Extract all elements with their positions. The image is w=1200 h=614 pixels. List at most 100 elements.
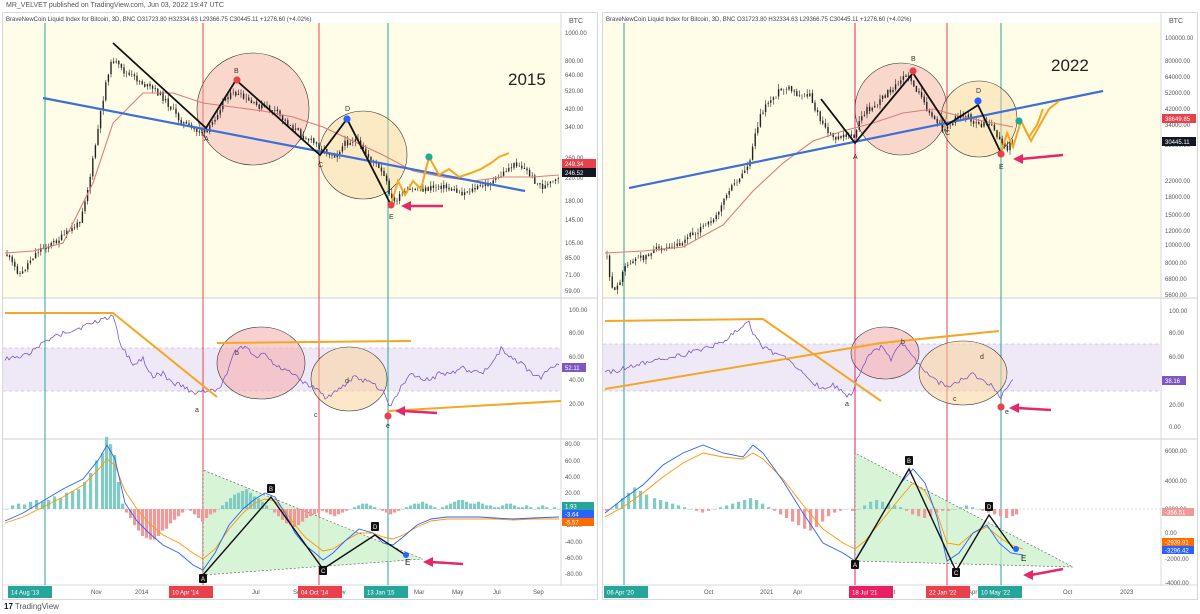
macd-axis-tick: 4000.00 xyxy=(1165,479,1187,485)
macd-histogram-bar xyxy=(485,505,489,509)
date-tag: 13 Jan '15 xyxy=(367,591,395,597)
macd-histogram-bar xyxy=(389,509,393,515)
date-tag-bg xyxy=(604,586,648,598)
tradingview-footer[interactable]: 17 TradingView xyxy=(0,600,1200,614)
macd-badge: -356.51 xyxy=(1165,511,1186,517)
macd-histogram-bar xyxy=(241,491,245,509)
macd-histogram-bar xyxy=(513,505,517,509)
macd-arrow-shaft xyxy=(1030,567,1064,577)
macd-histogram-bar xyxy=(385,509,389,513)
macd-histogram-bar xyxy=(863,505,867,509)
chart-panel-left[interactable]: BraveNewCoin Liquid Index for Bitcoin, 3… xyxy=(2,12,598,600)
macd-histogram-bar xyxy=(701,509,705,513)
macd-histogram-bar xyxy=(337,509,341,515)
macd-histogram-bar xyxy=(229,498,233,509)
macd-histogram-bar xyxy=(305,509,309,518)
projection-path-2 xyxy=(1020,100,1060,144)
rsi-axis-tick: 20.00 xyxy=(569,402,585,408)
macd-histogram-bar xyxy=(755,500,759,509)
macd-histogram-bar xyxy=(153,509,157,540)
macd-axis-tick: 80.00 xyxy=(565,442,581,448)
macd-signal-line xyxy=(604,452,1024,550)
macd-histogram-bar xyxy=(165,509,169,529)
macd-histogram-bar xyxy=(197,509,201,518)
macd-histogram-bar xyxy=(365,503,369,509)
macd-histogram-bar xyxy=(665,501,669,509)
macd-pivot-label: E xyxy=(405,558,410,567)
macd-histogram-bar xyxy=(785,509,789,518)
date-tag-bg xyxy=(926,586,970,598)
macd-badge-bg xyxy=(562,510,594,518)
price-axis-tick: 85.00 xyxy=(565,256,581,262)
chart-panel-right[interactable]: BraveNewCoin Liquid Index for Bitcoin, 3… xyxy=(602,12,1198,600)
rsi-axis-tick: 80.00 xyxy=(1169,331,1185,337)
macd-pivot-label: C xyxy=(321,569,326,575)
macd-histogram-bar xyxy=(725,505,729,509)
date-tag: 04 Oct '14 xyxy=(301,591,329,597)
price-axis-tick: 145.00 xyxy=(565,218,584,224)
macd-histogram-bar xyxy=(361,503,365,509)
price-axis-tick: 340.00 xyxy=(565,125,584,131)
macd-badge-bg xyxy=(562,518,594,526)
macd-histogram-bar xyxy=(977,509,981,510)
macd-histogram-bar xyxy=(517,507,521,509)
macd-histogram-bar xyxy=(767,507,771,509)
macd-histogram-bar xyxy=(273,509,277,513)
macd-histogram-bar xyxy=(413,503,417,509)
macd-pivot-label: D xyxy=(987,505,992,511)
macd-histogram-bar xyxy=(521,507,525,509)
chart-canvas-right[interactable]: BraveNewCoin Liquid Index for Bitcoin, 3… xyxy=(603,13,1197,599)
macd-label-box xyxy=(199,574,207,583)
chart-canvas-left[interactable]: BraveNewCoin Liquid Index for Bitcoin, 3… xyxy=(3,13,597,599)
macd-histogram-bar xyxy=(313,509,317,515)
macd-histogram-bar xyxy=(639,491,643,509)
macd-histogram-bar xyxy=(317,509,321,513)
macd-histogram-bar xyxy=(791,509,795,522)
rsi-badge: 38.16 xyxy=(1165,379,1181,385)
rsi-pivot-label: e xyxy=(1005,409,1009,416)
currency-label: BTC xyxy=(1169,18,1183,25)
price-highlight-circle-1 xyxy=(854,62,948,156)
macd-histogram-bar xyxy=(121,503,125,509)
macd-histogram-bar xyxy=(677,505,681,509)
macd-badge: 1.93 xyxy=(565,505,577,511)
price-pivot-label: C xyxy=(945,130,950,137)
macd-histogram-bar xyxy=(845,509,849,510)
macd-histogram-bar xyxy=(325,509,329,513)
price-abcde-zigzag xyxy=(112,42,392,206)
macd-histogram-bar xyxy=(489,505,493,509)
time-axis-tick: Apr xyxy=(793,590,802,596)
rsi-highlight-circle-2 xyxy=(918,340,1008,406)
macd-histogram-bar xyxy=(357,505,361,509)
arrow-shaft xyxy=(1020,153,1064,161)
macd-histogram-bar xyxy=(1011,509,1015,517)
macd-histogram-bar xyxy=(205,509,209,518)
macd-histogram-bar xyxy=(477,501,481,509)
price-axis-tick: 10000.00 xyxy=(1165,243,1191,249)
price-pane-bg xyxy=(603,23,1161,297)
chart-title: BraveNewCoin Liquid Index for Bitcoin, 3… xyxy=(606,17,911,23)
macd-histogram-bar xyxy=(941,509,945,511)
date-tag: 10 Apr '14 xyxy=(172,591,199,597)
time-axis-tick: Sep xyxy=(533,590,544,596)
macd-histogram-bar xyxy=(105,437,109,509)
rsi-pivot-label: b xyxy=(901,339,905,346)
macd-histogram-bar xyxy=(221,505,225,509)
macd-histogram-bar xyxy=(71,491,75,509)
macd-histogram-bar xyxy=(253,496,257,509)
macd-pivot-label: B xyxy=(269,487,273,493)
macd-badge-bg xyxy=(1162,546,1194,554)
macd-histogram-bar xyxy=(537,507,541,509)
macd-axis-tick: 20.00 xyxy=(565,491,581,497)
price-badge: 246.52 xyxy=(565,171,584,177)
macd-histogram-bar xyxy=(469,503,473,509)
macd-histogram-bar xyxy=(971,507,975,509)
rsi-axis-tick: 100.00 xyxy=(1169,309,1188,315)
macd-histogram-bar xyxy=(947,509,951,511)
macd-histogram-bar xyxy=(429,505,433,509)
macd-line xyxy=(604,444,1024,562)
macd-histogram-bar xyxy=(269,509,273,510)
macd-badge: -2939.91 xyxy=(1165,541,1189,547)
rsi-arrow-head-icon xyxy=(395,406,405,416)
macd-histogram-bar xyxy=(899,507,903,509)
